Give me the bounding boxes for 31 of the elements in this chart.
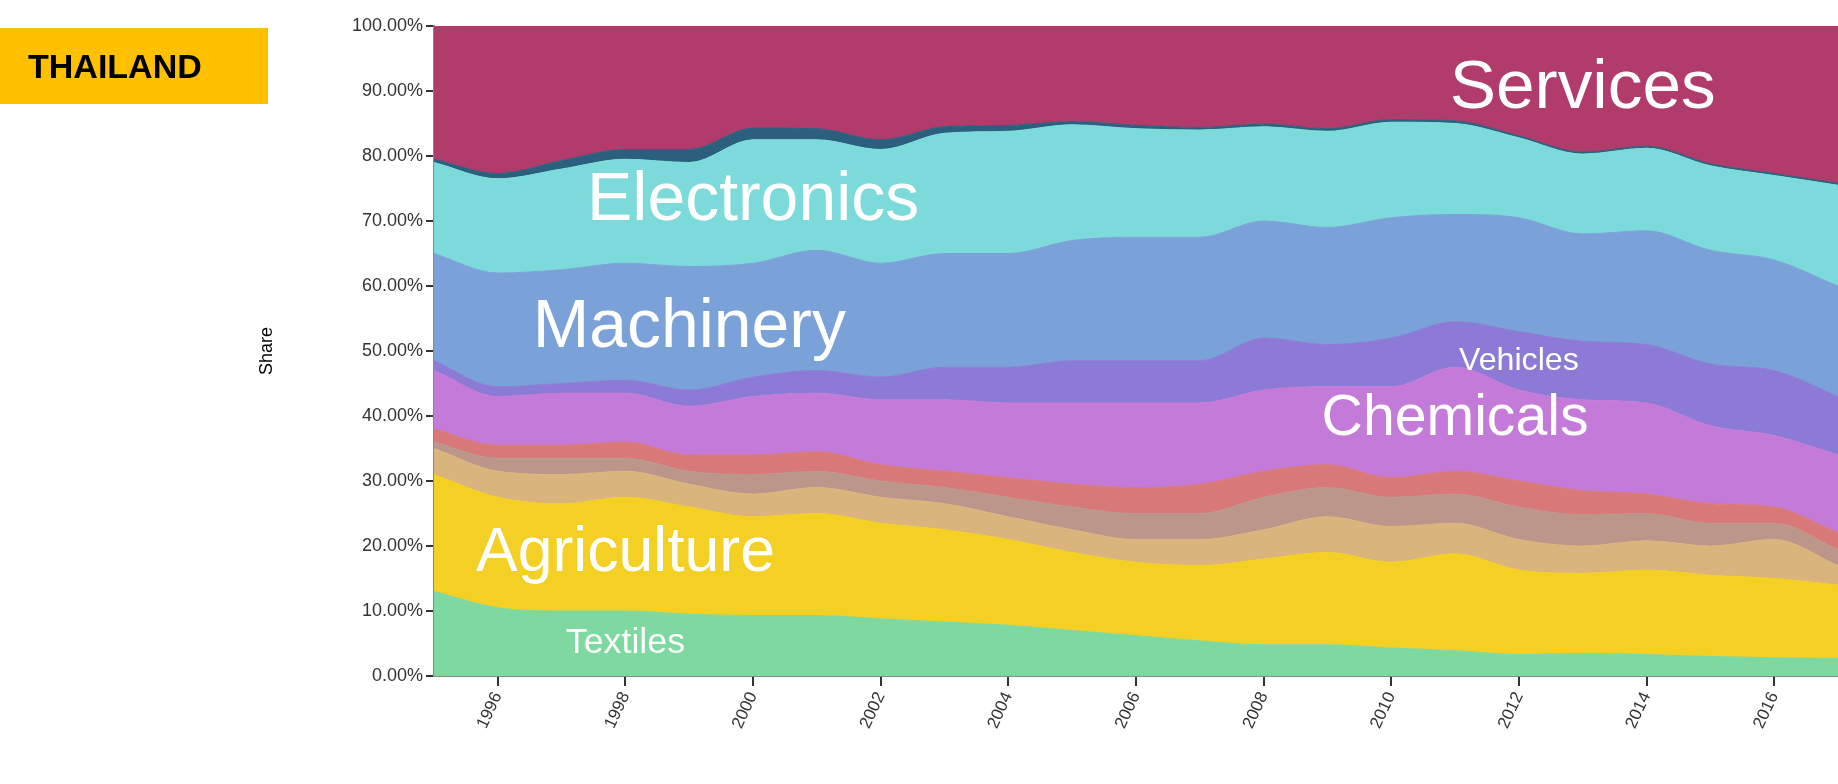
y-tick-label: 40.00% (361, 404, 423, 425)
y-tick-label: 0.00% (371, 664, 423, 685)
series-label: Chemicals (1321, 383, 1589, 448)
x-tick-label: 2008 (1238, 688, 1272, 732)
series-label: Vehicles (1459, 340, 1579, 377)
x-tick-label: 2010 (1365, 688, 1400, 732)
y-tick-label: 90.00% (361, 79, 423, 100)
y-tick-label: 80.00% (361, 144, 423, 165)
series-label: Machinery (532, 285, 846, 361)
x-tick-label: 1998 (600, 688, 634, 732)
x-tick-label: 2006 (1110, 688, 1144, 732)
x-tick-label: 2000 (727, 688, 761, 732)
y-tick-label: 30.00% (361, 469, 423, 490)
y-tick-label: 70.00% (361, 209, 423, 230)
y-tick-label: 60.00% (361, 274, 423, 295)
series-label: Electronics (587, 159, 920, 235)
x-tick-label: 2016 (1748, 688, 1783, 732)
x-tick-label: 2012 (1493, 688, 1527, 732)
x-tick-label: 1996 (472, 688, 506, 732)
series-label: Agriculture (475, 514, 775, 585)
series-label: Textiles (565, 621, 686, 662)
x-tick-label: 2014 (1621, 688, 1655, 732)
x-tick-label: 2004 (983, 688, 1017, 732)
y-tick-label: 20.00% (361, 534, 423, 555)
series-label: Services (1449, 45, 1716, 124)
y-axis-title: Share (255, 326, 276, 376)
text: THAILAND (0, 28, 268, 104)
y-tick-label: 100.00% (351, 14, 423, 35)
x-tick-label: 2002 (855, 688, 889, 732)
y-tick-label: 10.00% (361, 599, 423, 620)
y-tick-label: 50.00% (361, 339, 423, 360)
